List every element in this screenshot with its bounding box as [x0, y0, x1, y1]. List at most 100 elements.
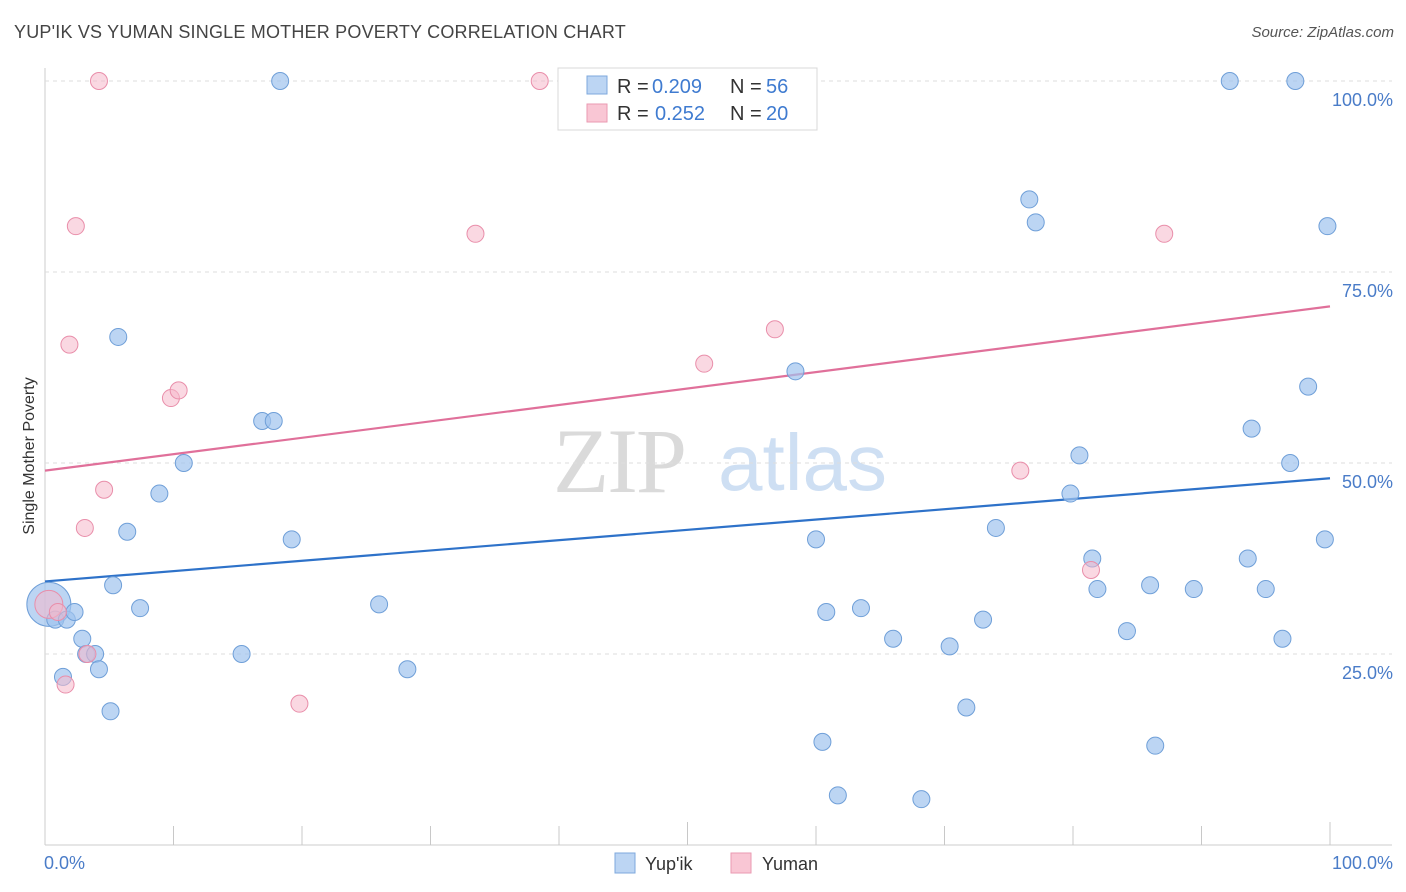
legend-n-label-yuman: N = [730, 103, 762, 125]
point-yupik-42 [1117, 622, 1136, 641]
point-yupik-11 [109, 327, 128, 346]
legend-n-value-yupik: 56 [766, 76, 788, 98]
point-yupik-55 [1318, 217, 1337, 236]
point-yupik-21 [370, 595, 389, 614]
y-tick-labels: 25.0% 50.0% 75.0% 100.0% [1332, 90, 1393, 683]
trend-line-yupik [44, 477, 1331, 583]
point-yupik-53 [1299, 377, 1318, 396]
source-label: Source: ZipAtlas.com [1251, 24, 1394, 41]
point-yupik-25 [807, 530, 825, 549]
series-legend-swatch-yuman [730, 852, 752, 874]
point-yupik-8 [89, 660, 108, 679]
y-tick-label-100: 100.0% [1332, 90, 1393, 110]
point-yupik-15 [174, 454, 193, 472]
y-tick-label-50: 50.0% [1342, 472, 1393, 492]
legend-n-label-yupik: N = [730, 76, 762, 98]
point-yuman-18 [1155, 224, 1174, 243]
point-yupik-41 [1088, 580, 1107, 599]
point-yupik-18 [264, 411, 283, 430]
point-yupik-35 [986, 518, 1005, 537]
point-yupik-30 [884, 629, 903, 648]
watermark-atlas: atlas [718, 418, 887, 507]
point-yupik-49 [1256, 580, 1275, 599]
chart-title: YUP'IK VS YUMAN SINGLE MOTHER POVERTY CO… [14, 22, 626, 42]
series-legend-label-yuman: Yuman [762, 854, 818, 874]
y-tick-label-75: 75.0% [1342, 281, 1393, 301]
series-legend: Yup'ik Yuman [614, 852, 818, 874]
point-yupik-27 [817, 602, 836, 621]
point-yupik-44 [1146, 736, 1165, 755]
point-yuman-6 [78, 645, 97, 663]
legend-r-value-yupik: 0.209 [652, 76, 702, 98]
point-yupik-31 [912, 790, 931, 809]
point-yupik-19 [271, 72, 290, 90]
legend-n-value-yuman: 20 [766, 103, 788, 125]
watermark: ZIP atlas [553, 410, 887, 512]
y-axis-label: Single Mother Poverty [21, 377, 38, 534]
point-yupik-23 [786, 362, 805, 381]
point-yupik-4 [65, 602, 84, 621]
point-yuman-4 [66, 217, 85, 236]
series-legend-swatch-yupik [614, 852, 636, 874]
point-yupik-50 [1273, 629, 1292, 648]
x-tick-label-max: 100.0% [1332, 853, 1393, 873]
watermark-zip: ZIP [553, 410, 685, 512]
point-yupik-36 [1020, 190, 1039, 209]
point-yupik-51 [1281, 454, 1300, 472]
point-yupik-37 [1026, 213, 1045, 232]
point-yuman-17 [1081, 560, 1100, 579]
point-yuman-12 [466, 224, 485, 243]
point-yupik-9 [101, 702, 120, 721]
point-yuman-8 [95, 480, 114, 499]
legend-swatch-yupik [586, 75, 608, 95]
point-yupik-22 [398, 660, 417, 679]
point-yuman-16 [1011, 461, 1030, 480]
point-yuman-14 [695, 354, 714, 373]
point-yupik-38 [1061, 484, 1080, 503]
point-yupik-13 [131, 599, 150, 618]
y-tick-label-25: 25.0% [1342, 663, 1393, 683]
point-yupik-45 [1184, 580, 1203, 599]
legend-r-label-yupik: R = [617, 76, 649, 98]
point-yupik-48 [1242, 419, 1261, 438]
point-yupik-20 [282, 530, 301, 549]
point-yupik-16 [232, 645, 251, 663]
point-yuman-5 [75, 518, 94, 537]
point-yuman-3 [60, 335, 79, 354]
trend-line-yuman [44, 305, 1331, 472]
point-yupik-47 [1238, 549, 1257, 568]
stats-legend: R = 0.209 N = 56 R = 0.252 N = 20 [557, 67, 818, 131]
point-yupik-33 [957, 698, 976, 717]
point-yuman-13 [530, 72, 549, 90]
point-yupik-10 [104, 576, 123, 595]
point-yuman-11 [290, 694, 309, 713]
point-yuman-1 [48, 602, 67, 621]
point-yupik-54 [1315, 530, 1334, 549]
point-yuman-10 [169, 381, 188, 400]
point-yupik-52 [1286, 72, 1305, 90]
point-yupik-43 [1141, 576, 1160, 595]
x-ticks [173, 822, 1331, 845]
x-tick-label-min: 0.0% [44, 853, 85, 873]
point-yupik-12 [118, 522, 137, 541]
point-yuman-7 [89, 72, 108, 90]
legend-r-value-yuman: 0.252 [655, 103, 705, 125]
gridlines [45, 80, 1392, 655]
point-yupik-32 [940, 637, 959, 656]
point-yupik-28 [828, 786, 847, 805]
point-yupik-29 [851, 599, 870, 618]
legend-r-label-yuman: R = [617, 103, 649, 125]
point-yupik-39 [1070, 446, 1089, 465]
point-yupik-26 [813, 732, 832, 751]
legend-swatch-yuman [586, 103, 608, 123]
point-yuman-2 [56, 675, 75, 694]
data-points [26, 72, 1337, 809]
point-yuman-15 [765, 320, 784, 339]
point-yupik-34 [974, 610, 993, 629]
series-legend-label-yupik: Yup'ik [645, 854, 693, 874]
point-yupik-14 [150, 484, 169, 503]
trend-lines [44, 305, 1331, 583]
point-yupik-46 [1220, 72, 1239, 90]
point-yupik-5 [73, 629, 92, 648]
